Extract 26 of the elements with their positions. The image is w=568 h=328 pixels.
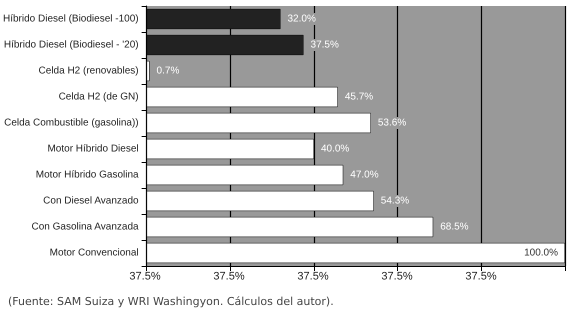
- data-label: 45.7%: [344, 92, 374, 102]
- data-label: 53.6%: [378, 118, 406, 128]
- data-label: 54.3%: [380, 196, 410, 206]
- y-tick-label: Celda H2 (de GN): [58, 92, 139, 102]
- y-tick-label: Motor Híbrido Gasolina: [36, 170, 140, 180]
- text: 37.5%: [381, 270, 413, 282]
- data-label: 40.0%: [320, 144, 350, 154]
- data-label: 47.0%: [350, 170, 379, 180]
- y-tick-label: Celda H2 (renovables): [38, 66, 139, 76]
- data-label: 32.0%: [288, 14, 316, 24]
- data-label: 100.0%: [524, 248, 558, 258]
- y-tick-label: Con Gasolina Avanzada: [31, 222, 140, 232]
- data-label: 68.5%: [440, 222, 469, 232]
- data-label: 0.7%: [156, 66, 180, 76]
- text: 37.5%: [465, 270, 497, 282]
- y-tick-label: Híbrido Diesel (Biodiesel -100): [2, 14, 139, 24]
- text: (Fuente: SAM Suiza y WRI Washingyon. Cálculos del autor).: [8, 295, 334, 308]
- text: 37.5%: [297, 270, 329, 282]
- y-tick-label: Celda Combustible (gasolina)): [4, 118, 139, 128]
- y-tick-label: Motor Convencional: [50, 248, 139, 258]
- y-tick-label: Híbrido Diesel (Biodiesel - '20): [4, 40, 139, 50]
- text: 37.5%: [129, 270, 161, 282]
- y-tick-label: Con Diesel Avanzado: [43, 196, 140, 206]
- y-tick-label: Motor Híbrido Diesel: [47, 144, 139, 154]
- data-label: 37.5%: [310, 40, 339, 50]
- text: 37.5%: [213, 270, 245, 282]
